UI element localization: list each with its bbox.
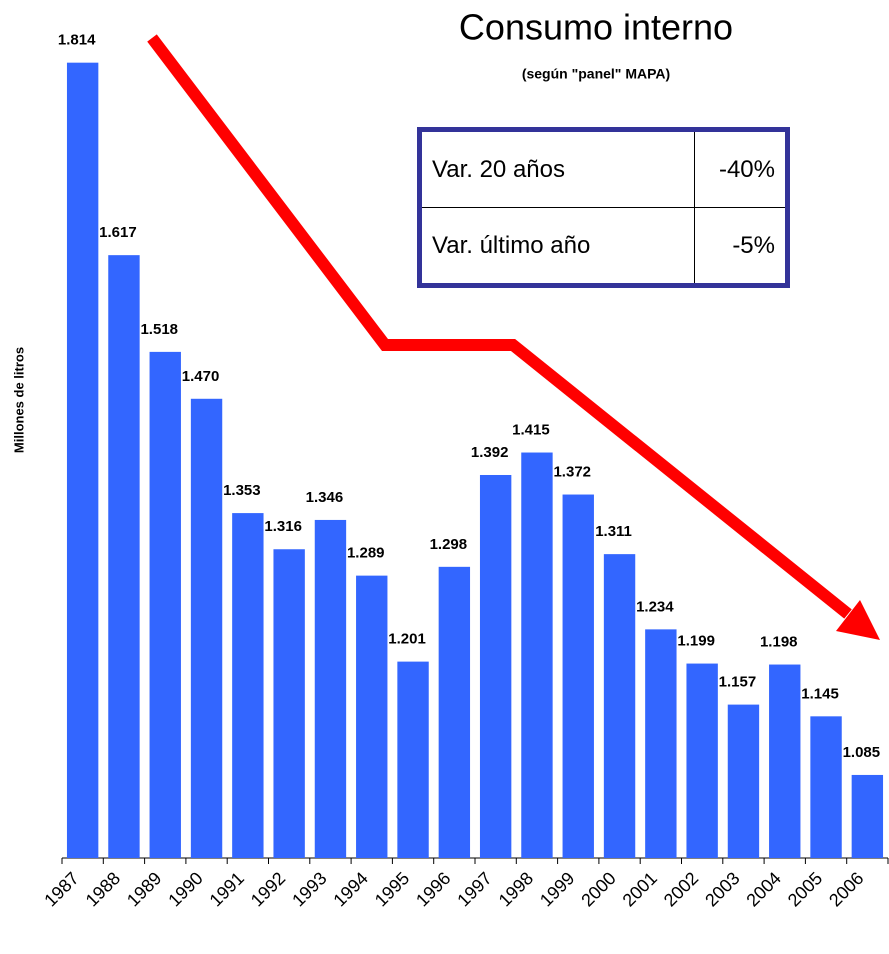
value-label: 1.392: [471, 444, 509, 461]
x-tick-label: 1996: [412, 868, 454, 910]
table-cell: -5%: [694, 207, 788, 286]
chart-subtitle: (según "panel" MAPA): [522, 66, 670, 82]
value-label: 1.234: [636, 598, 674, 615]
x-tick-label: 2005: [784, 868, 826, 910]
bar: [479, 474, 512, 858]
bar: [232, 513, 264, 858]
value-label: 1.814: [58, 32, 96, 49]
chart-title: Consumo interno: [459, 7, 733, 48]
bar: [190, 398, 223, 858]
y-axis-label: Millones de litros: [11, 347, 26, 453]
bar: [769, 664, 801, 858]
x-tick-label: 1991: [206, 868, 248, 910]
value-label: 1.289: [347, 545, 385, 562]
value-label: 1.316: [264, 518, 302, 535]
table-cell: Var. 20 años: [419, 129, 695, 208]
value-label: 1.311: [595, 523, 632, 540]
bar: [108, 255, 140, 858]
value-label: 1.085: [843, 744, 881, 761]
bar: [645, 629, 677, 858]
x-tick-label: 2004: [742, 868, 784, 910]
x-tick-label: 2000: [577, 868, 619, 910]
x-tick-label: 2006: [825, 868, 867, 910]
value-label: 1.199: [677, 633, 715, 650]
x-tick-label: 1988: [82, 868, 124, 910]
x-tick-label: 1997: [453, 868, 495, 910]
x-tick-label: 1987: [40, 868, 82, 910]
bar: [603, 554, 636, 858]
value-label: 1.372: [553, 464, 591, 481]
x-tick-label: 2003: [701, 868, 743, 910]
bar: [686, 663, 718, 858]
arrow-head: [836, 600, 880, 640]
bar: [397, 661, 429, 858]
bar: [727, 704, 760, 858]
value-label: 1.298: [430, 536, 468, 553]
bar: [314, 519, 347, 858]
value-label: 1.518: [140, 321, 178, 338]
x-tick-label: 1993: [288, 868, 330, 910]
bar: [149, 351, 181, 858]
x-tick-label: 1990: [164, 868, 206, 910]
x-tick-label: 1995: [371, 868, 413, 910]
value-label: 1.145: [801, 685, 839, 702]
trend-arrow: [147, 34, 852, 619]
x-tick-label: 1992: [247, 868, 289, 910]
bar: [521, 452, 553, 858]
bar: [356, 575, 388, 858]
value-label: 1.353: [223, 482, 261, 499]
value-label: 1.415: [512, 421, 550, 438]
bar: [810, 716, 842, 858]
x-tick-label: 2002: [660, 868, 702, 910]
value-label: 1.346: [306, 489, 344, 506]
x-tick-label: 1989: [123, 868, 165, 910]
value-label: 1.470: [182, 368, 220, 385]
bar: [66, 62, 99, 858]
x-tick-label: 1999: [536, 868, 578, 910]
value-label: 1.198: [760, 634, 798, 651]
x-tick-label: 1998: [495, 868, 537, 910]
x-tick-label: 1994: [329, 868, 371, 910]
table-cell: Var. último año: [419, 207, 695, 286]
table-cell: -40%: [694, 129, 788, 208]
value-label: 1.617: [99, 224, 137, 241]
bar: [562, 494, 594, 858]
bar: [438, 566, 471, 858]
x-tick-label: 2001: [619, 868, 661, 910]
value-label: 1.201: [388, 631, 426, 648]
summary-table: Var. 20 años -40% Var. último año -5%: [417, 127, 790, 288]
bar: [273, 549, 305, 858]
bar: [851, 774, 884, 858]
value-label: 1.157: [719, 674, 757, 691]
